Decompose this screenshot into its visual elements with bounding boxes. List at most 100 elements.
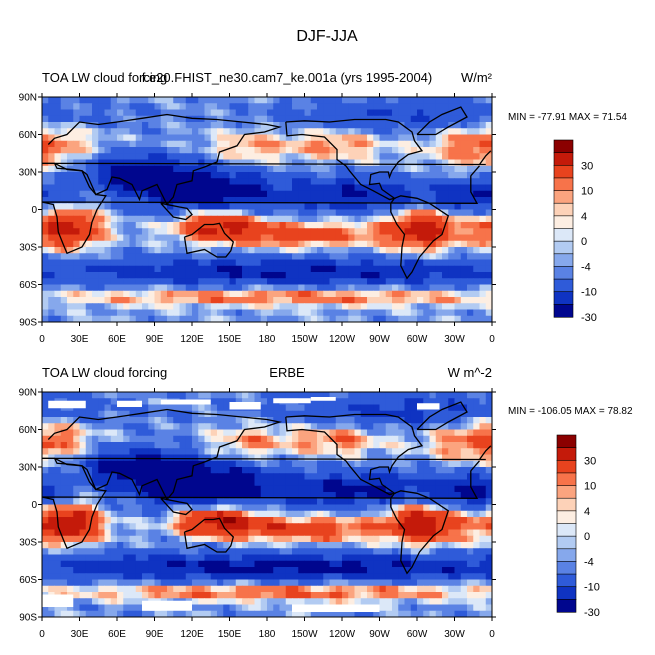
heatmap-cell (423, 222, 430, 229)
heatmap-cell (404, 184, 412, 192)
heatmap-cell (317, 134, 324, 142)
heatmap-cell (273, 303, 280, 310)
heatmap-cell (160, 153, 168, 160)
heatmap-cell (335, 253, 343, 260)
heatmap-cell (142, 435, 149, 443)
heatmap-cell (254, 309, 262, 317)
heatmap-cell (167, 147, 174, 154)
heatmap-cell (304, 103, 312, 110)
heatmap-cell (317, 448, 324, 455)
heatmap-cell (192, 147, 199, 154)
heatmap-cell (348, 259, 355, 267)
heatmap-cell (348, 535, 355, 543)
heatmap-cell (423, 197, 430, 204)
heatmap-cell (298, 284, 305, 292)
heatmap-cell (60, 529, 68, 537)
heatmap-cell (98, 153, 105, 160)
heatmap-cell (429, 554, 437, 562)
heatmap-cell (142, 265, 149, 273)
heatmap-cell (160, 140, 168, 148)
heatmap-cell (360, 122, 368, 129)
heatmap-cell (185, 272, 193, 279)
heatmap-cell (360, 253, 368, 260)
heatmap-cell (479, 228, 487, 235)
heatmap-cell (435, 253, 443, 260)
heatmap-cell (142, 585, 149, 593)
heatmap-cell (60, 473, 68, 480)
heatmap-cell (135, 548, 143, 555)
heatmap-cell (285, 460, 293, 468)
heatmap-cell (342, 184, 349, 192)
heatmap-cell (135, 542, 143, 549)
heatmap-cell (298, 392, 305, 399)
heatmap-cell (385, 423, 393, 430)
heatmap-cell (223, 103, 230, 110)
heatmap-cell (260, 535, 268, 543)
heatmap-cell (379, 460, 387, 468)
heatmap-cell (229, 585, 237, 593)
heatmap-cell (235, 529, 243, 537)
heatmap-cell (248, 454, 255, 462)
heatmap-cell (473, 203, 480, 210)
heatmap-cell (360, 259, 368, 267)
heatmap-cell (148, 147, 155, 154)
heatmap-cell (254, 97, 262, 104)
heatmap-cell (104, 398, 112, 405)
heatmap-cell (142, 209, 149, 217)
heatmap-cell (123, 272, 130, 279)
heatmap-cell (379, 228, 387, 235)
heatmap-cell (404, 172, 412, 179)
heatmap-cell (179, 498, 187, 505)
heatmap-cell (329, 423, 337, 430)
heatmap-cell (160, 215, 168, 223)
heatmap-cell (429, 560, 437, 568)
heatmap-cell (73, 134, 80, 142)
heatmap-cell (317, 209, 324, 217)
heatmap-cell (260, 253, 268, 260)
heatmap-cell (317, 498, 324, 505)
heatmap-cell (67, 517, 74, 524)
heatmap-cell (242, 203, 249, 210)
heatmap-cell (229, 172, 237, 179)
heatmap-cell (373, 435, 380, 443)
heatmap-cell (92, 579, 99, 587)
heatmap-cell (429, 498, 437, 505)
heatmap-cell (160, 585, 168, 593)
heatmap-cell (160, 190, 168, 198)
heatmap-cell (154, 265, 162, 273)
heatmap-cell (79, 222, 87, 229)
heatmap-cell (417, 97, 424, 104)
heatmap-cell (104, 247, 112, 254)
heatmap-cell (310, 234, 318, 242)
heatmap-cell (173, 392, 180, 399)
heatmap-cell (160, 253, 168, 260)
heatmap-cell (460, 303, 468, 310)
heatmap-cell (117, 309, 124, 317)
heatmap-cell (135, 240, 143, 248)
heatmap-cell (367, 417, 374, 424)
heatmap-cell (279, 523, 287, 530)
heatmap-cell (442, 165, 449, 173)
heatmap-cell (179, 423, 187, 430)
heatmap-cell (135, 517, 143, 524)
heatmap-cell (260, 97, 268, 104)
heatmap-cell (285, 197, 293, 204)
heatmap-cell (367, 215, 374, 223)
heatmap-cell (129, 460, 137, 468)
heatmap-cell (354, 548, 362, 555)
heatmap-cell (298, 222, 305, 229)
heatmap-cell (160, 178, 168, 185)
heatmap-cell (360, 272, 368, 279)
heatmap-cell (242, 567, 249, 574)
heatmap-cell (79, 272, 87, 279)
heatmap-cell (98, 523, 105, 530)
heatmap-cell (217, 303, 224, 310)
heatmap-cell (473, 529, 480, 537)
heatmap-cell (210, 297, 218, 304)
heatmap-cell (285, 184, 293, 192)
heatmap-cell (217, 159, 224, 167)
heatmap-cell (79, 197, 87, 204)
heatmap-cell (104, 209, 112, 217)
heatmap-cell (117, 392, 124, 399)
heatmap-cell (460, 567, 468, 574)
